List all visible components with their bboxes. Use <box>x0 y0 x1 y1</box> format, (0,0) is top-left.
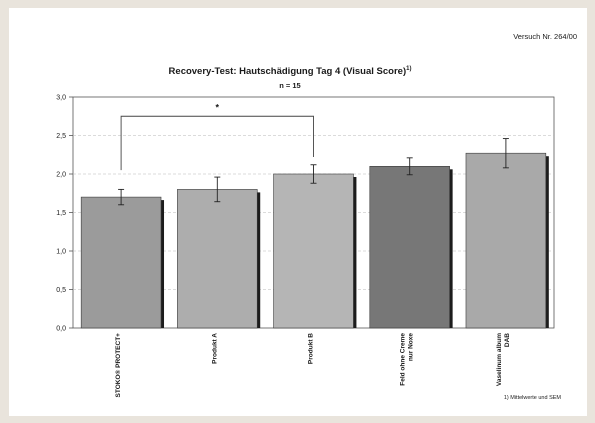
bar-chart: Versuch Nr. 264/00 Recovery-Test: Hautsc… <box>56 32 577 401</box>
x-axis-labels: STOKO® PROTECT+ Produkt A Produkt B Feld oh… <box>114 333 511 398</box>
chart-subtitle: n = 15 <box>279 81 300 90</box>
y-tick-label: 2,5 <box>56 133 66 140</box>
y-tick-label: 0,5 <box>56 287 66 294</box>
chart-title-superscript: 1) <box>406 66 411 72</box>
bar <box>177 189 258 329</box>
y-tick-label: 3,0 <box>56 95 66 102</box>
bars <box>80 152 549 329</box>
y-axis-ticks: 0,0 0,5 1,0 1,5 2,0 2,5 3,0 <box>56 95 73 333</box>
category-label: Produkt A <box>211 333 218 364</box>
y-tick-label: 1,5 <box>56 210 66 217</box>
significance-line <box>120 115 314 171</box>
category-label: STOKO® PROTECT+ <box>114 333 122 398</box>
category-label: nur Noxe <box>408 333 415 362</box>
significance-marker: * <box>216 102 220 112</box>
y-tick-label: 2,0 <box>56 172 66 179</box>
error-bars <box>118 138 509 206</box>
chart-title-text: Recovery-Test: Hautschädigung Tag 4 (Vis… <box>169 66 407 77</box>
trial-number-label: Versuch Nr. 264/00 <box>513 32 577 41</box>
bar <box>80 196 162 329</box>
y-tick-label: 0,0 <box>56 326 66 333</box>
category-label: DAB <box>504 333 511 347</box>
category-label: Feld ohne Creme <box>400 333 407 386</box>
significance-bracket: * <box>120 102 314 171</box>
y-tick-label: 1,0 <box>56 249 66 256</box>
bar <box>465 152 547 329</box>
chart-title: Recovery-Test: Hautschädigung Tag 4 (Vis… <box>169 66 412 77</box>
category-label: Produkt B <box>308 333 315 364</box>
footnote: 1) Mittelwerte und SEM <box>504 395 562 401</box>
bar <box>273 173 354 329</box>
category-label: Vaselinum album <box>496 333 503 386</box>
report-sheet: Versuch Nr. 264/00 Recovery-Test: Hautsc… <box>9 8 587 416</box>
bar <box>369 166 450 329</box>
